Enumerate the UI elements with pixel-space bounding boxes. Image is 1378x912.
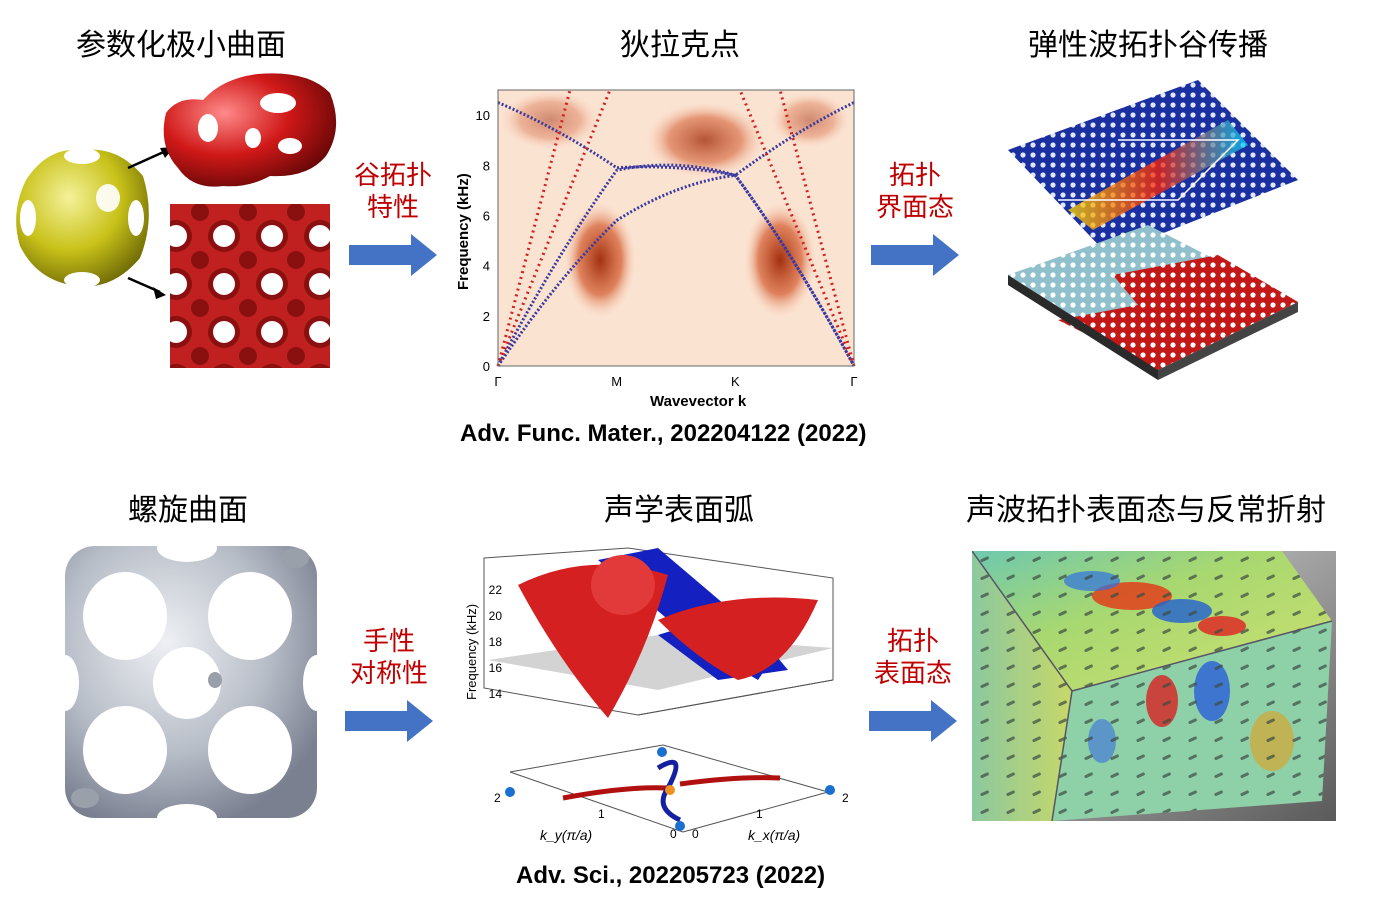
- title-parametric-minimal-surface: 参数化极小曲面: [76, 28, 286, 63]
- band-line: [738, 89, 856, 367]
- chart-xlabel: Wavevector k: [650, 393, 747, 410]
- y-tick-label: 6: [483, 208, 490, 223]
- z-tick-label: 20: [489, 609, 503, 623]
- yellow-unit-cell: [16, 148, 149, 288]
- y-tick-label: 0: [483, 359, 490, 374]
- title-elastic-valley-transport: 弹性波拓扑谷传播: [1028, 28, 1268, 63]
- z-tick-label: 22: [489, 583, 503, 597]
- arrow-interface-state: 拓扑 界面态: [860, 160, 970, 278]
- dirac-band-chart: 0 2 4 6 8 10 Γ M K Γ Wavevector k Frequency (kHz): [455, 89, 858, 410]
- citation-bottom: Adv. Sci., 202205723 (2022): [516, 862, 826, 889]
- title-dirac-point: 狄拉克点: [620, 28, 740, 63]
- chart-frame: [497, 89, 855, 367]
- arrow-label-line1: 谷拓扑: [353, 161, 432, 191]
- ky-label: k_y(π/a): [540, 827, 592, 843]
- arrow-valley-topology: 谷拓扑 特性: [338, 160, 448, 278]
- minimal-surface-illustration: [16, 73, 337, 368]
- z-tick-label: 16: [489, 661, 503, 675]
- ky-tick-label: 1: [598, 807, 605, 821]
- z-tick-label: 14: [489, 687, 503, 701]
- arrow-chiral-symmetry: 手性 对称性: [334, 626, 444, 744]
- x-tick-label: K: [731, 374, 740, 389]
- band-line: [496, 89, 612, 367]
- y-tick-label: 4: [483, 259, 490, 274]
- title-acoustic-surface-arc: 声学表面弧: [604, 493, 754, 528]
- citation-top: Adv. Func. Mater., 202204122 (2022): [460, 420, 867, 447]
- title-helicoid-surface: 螺旋曲面: [128, 493, 248, 528]
- arrow-label-line2: 特性: [366, 193, 419, 223]
- arrow-label-line1: 拓扑: [886, 627, 939, 657]
- x-tick-label: Γ: [494, 374, 501, 389]
- right-arrow-icon: [871, 234, 959, 276]
- surface-ylabel: Frequency (kHz): [464, 604, 479, 700]
- kx-label: k_x(π/a): [748, 827, 800, 843]
- kx-tick-label: 2: [842, 791, 848, 805]
- arrow-label-line2: 界面态: [875, 193, 954, 223]
- arrow-label-line2: 对称性: [349, 659, 428, 689]
- arrow-topological-surface-state: 拓扑 表面态: [858, 626, 968, 744]
- chart-ylabel: Frequency (kHz): [455, 173, 472, 290]
- right-arrow-icon: [349, 234, 437, 276]
- title-acoustic-topological-refraction: 声波拓扑表面态与反常折射: [966, 493, 1326, 528]
- red-lattice-sheet: [170, 204, 330, 368]
- band-line: [497, 101, 855, 177]
- acoustic-block-photo: [972, 551, 1336, 821]
- arrow-label-line1: 拓扑: [888, 161, 941, 191]
- valley-transport-plates: [1008, 80, 1298, 380]
- arrow-label-line2: 表面态: [873, 659, 952, 689]
- kx-tick-label: 0: [692, 827, 699, 841]
- band-line: [496, 163, 856, 367]
- right-arrow-icon: [345, 700, 433, 742]
- right-arrow-icon: [869, 700, 957, 742]
- ky-tick-label: 0: [670, 827, 677, 841]
- ky-tick-label: 2: [494, 791, 501, 805]
- y-tick-label: 2: [483, 309, 490, 324]
- kx-tick-label: 1: [756, 807, 763, 821]
- red-unit-cell: [163, 73, 337, 187]
- x-tick-label: M: [611, 374, 622, 389]
- x-tick-label: Γ: [850, 374, 857, 389]
- y-tick-label: 8: [483, 158, 490, 173]
- arrow-label-line1: 手性: [362, 627, 415, 657]
- helicoid-structure: [55, 538, 325, 828]
- z-tick-label: 18: [489, 635, 503, 649]
- y-tick-label: 10: [476, 108, 490, 123]
